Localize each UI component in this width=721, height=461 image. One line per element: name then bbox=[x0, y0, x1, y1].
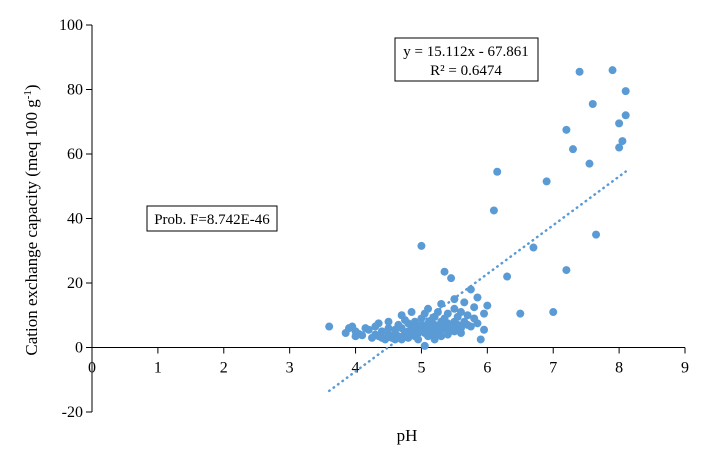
data-point bbox=[417, 241, 426, 250]
data-point bbox=[450, 327, 459, 336]
data-point bbox=[585, 159, 594, 168]
data-point bbox=[480, 325, 489, 334]
data-point bbox=[483, 301, 492, 310]
y-axis-title-close: ) bbox=[22, 84, 41, 90]
data-point bbox=[414, 335, 423, 344]
data-point bbox=[470, 303, 479, 312]
data-point bbox=[575, 67, 584, 76]
x-axis-title: pH bbox=[397, 426, 418, 445]
x-tick-label: 5 bbox=[417, 360, 425, 377]
data-point bbox=[588, 100, 597, 109]
y-tick-label: 40 bbox=[67, 211, 83, 228]
data-point bbox=[489, 206, 498, 215]
data-point bbox=[473, 293, 482, 302]
data-point bbox=[374, 319, 383, 328]
x-tick-label: 8 bbox=[615, 360, 623, 377]
tick-labels: 0 1 2 3 4 5 6 7 8 9 -20 0 20 40 60 80 100 bbox=[59, 17, 689, 421]
data-point bbox=[549, 308, 558, 317]
y-tick-label: 20 bbox=[67, 275, 83, 292]
data-point bbox=[443, 309, 452, 318]
x-tick-label: 0 bbox=[88, 360, 96, 377]
y-axis-title-main: Cation exchange capacity (meq 100 g bbox=[22, 99, 41, 356]
data-point bbox=[529, 243, 538, 252]
data-point bbox=[450, 295, 459, 304]
trendline-group bbox=[327, 170, 627, 393]
x-tick-label: 3 bbox=[286, 360, 294, 377]
data-point bbox=[437, 299, 446, 308]
data-point bbox=[621, 111, 630, 120]
x-tick-label: 4 bbox=[352, 360, 360, 377]
data-point bbox=[440, 267, 449, 276]
equation-text: y = 15.112x - 67.861 bbox=[403, 44, 528, 60]
data-point bbox=[358, 331, 367, 340]
prob-f-text: Prob. F=8.742E-46 bbox=[154, 212, 270, 228]
data-points bbox=[325, 66, 630, 350]
data-point bbox=[364, 325, 373, 334]
data-point bbox=[473, 319, 482, 328]
data-point bbox=[568, 145, 577, 154]
y-axis-title-sup: -1 bbox=[22, 90, 34, 99]
equation-box: y = 15.112x - 67.861 R² = 0.6474 bbox=[394, 37, 539, 82]
y-axis-title: Cation exchange capacity (meq 100 g-1) bbox=[22, 84, 41, 355]
data-point bbox=[397, 335, 406, 344]
data-point bbox=[456, 328, 465, 337]
y-tick-label: -20 bbox=[62, 404, 83, 421]
data-point bbox=[480, 309, 489, 318]
x-tick-label: 1 bbox=[154, 360, 162, 377]
data-point bbox=[433, 308, 442, 317]
data-point bbox=[542, 177, 551, 186]
data-point bbox=[562, 266, 571, 275]
data-point bbox=[621, 87, 630, 96]
data-point bbox=[420, 341, 429, 350]
y-tick-label: 0 bbox=[75, 340, 83, 357]
data-point bbox=[450, 304, 459, 313]
data-point bbox=[615, 119, 624, 128]
data-point bbox=[618, 137, 627, 146]
data-point bbox=[460, 298, 469, 307]
data-point bbox=[516, 309, 525, 318]
data-point bbox=[503, 272, 512, 281]
y-tick-label: 100 bbox=[59, 17, 83, 34]
data-point bbox=[615, 143, 624, 152]
prob-f-box: Prob. F=8.742E-46 bbox=[146, 205, 278, 232]
data-point bbox=[430, 335, 439, 344]
data-point bbox=[562, 125, 571, 134]
x-tick-label: 2 bbox=[220, 360, 228, 377]
data-point bbox=[424, 304, 433, 313]
data-point bbox=[384, 324, 393, 333]
data-point bbox=[466, 285, 475, 294]
data-point bbox=[377, 327, 386, 336]
x-tick-label: 7 bbox=[549, 360, 557, 377]
data-point bbox=[466, 322, 475, 331]
data-point bbox=[476, 335, 485, 344]
y-tick-label: 80 bbox=[67, 82, 83, 99]
data-point bbox=[384, 317, 393, 326]
y-tick-label: 60 bbox=[67, 146, 83, 163]
x-tick-label: 6 bbox=[483, 360, 491, 377]
data-point bbox=[443, 330, 452, 339]
data-point bbox=[407, 308, 416, 317]
data-point bbox=[437, 332, 446, 341]
r-squared-text: R² = 0.6474 bbox=[430, 63, 502, 79]
data-point bbox=[456, 308, 465, 317]
data-point bbox=[463, 311, 472, 320]
data-point bbox=[447, 274, 456, 283]
trendline bbox=[327, 170, 627, 393]
axis-ticks bbox=[86, 24, 686, 413]
data-point bbox=[592, 230, 601, 239]
x-tick-label: 9 bbox=[681, 360, 689, 377]
data-point bbox=[325, 322, 334, 331]
data-point bbox=[493, 167, 502, 176]
data-point bbox=[608, 66, 617, 75]
